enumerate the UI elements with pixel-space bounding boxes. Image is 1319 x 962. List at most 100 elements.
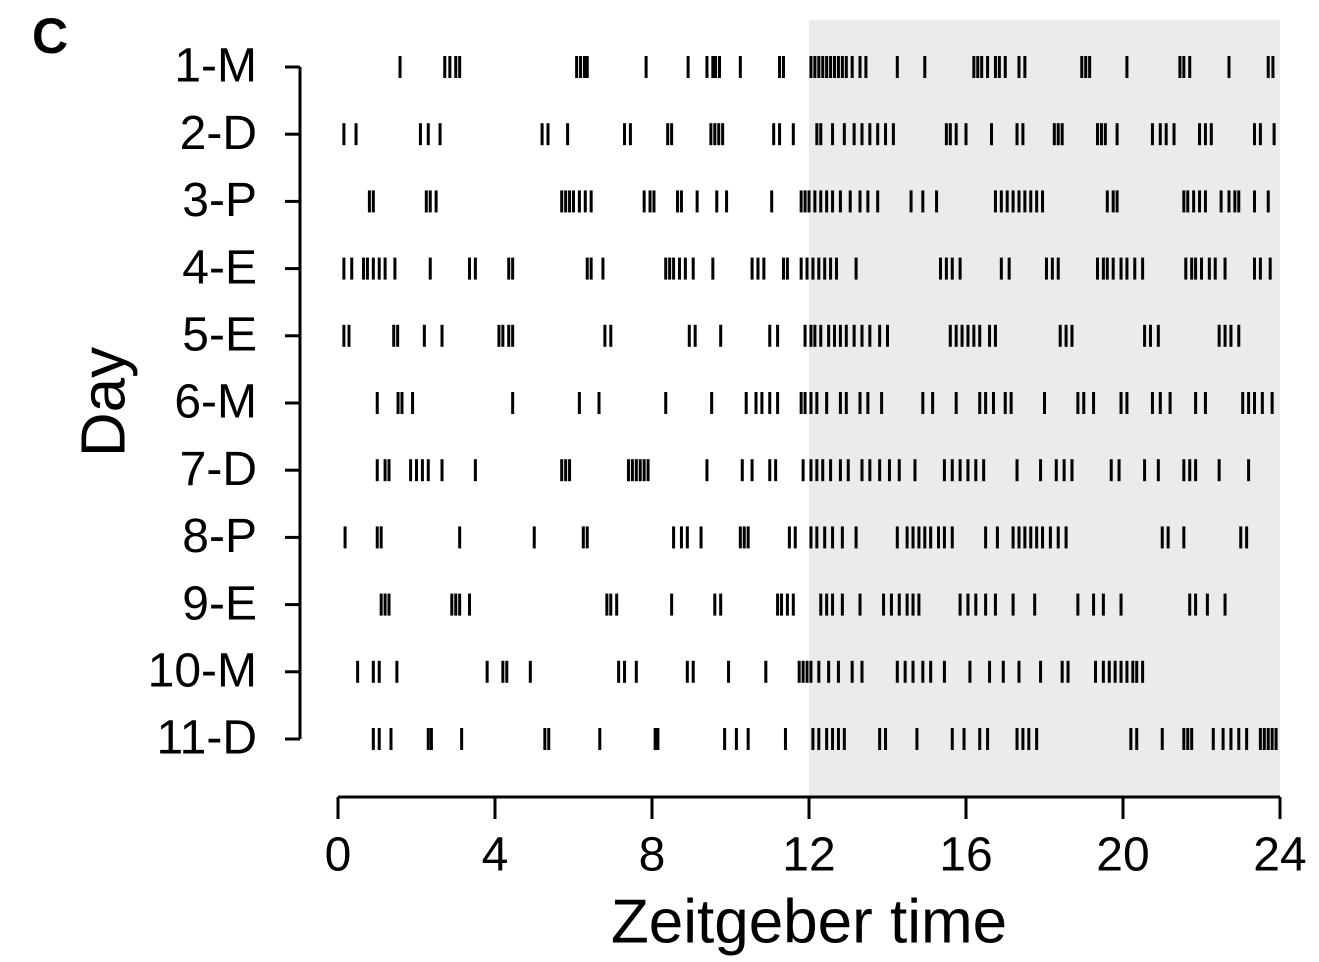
event-tick bbox=[450, 593, 454, 616]
event-tick bbox=[805, 257, 809, 280]
event-tick bbox=[944, 123, 948, 146]
event-tick bbox=[825, 392, 829, 414]
event-tick bbox=[960, 324, 964, 347]
event-tick bbox=[944, 257, 948, 280]
event-tick bbox=[664, 392, 668, 414]
event-tick bbox=[1270, 392, 1274, 414]
event-tick bbox=[1092, 593, 1096, 616]
event-tick bbox=[889, 593, 893, 616]
event-tick bbox=[1270, 728, 1274, 750]
event-tick bbox=[935, 190, 939, 213]
event-tick bbox=[923, 56, 927, 78]
event-tick bbox=[672, 257, 676, 280]
event-tick bbox=[968, 660, 972, 683]
event-tick bbox=[838, 324, 842, 347]
event-tick bbox=[1217, 459, 1221, 482]
event-tick bbox=[409, 459, 413, 482]
event-tick bbox=[577, 392, 581, 414]
event-tick bbox=[656, 728, 660, 750]
event-tick bbox=[895, 660, 899, 683]
event-tick bbox=[966, 324, 970, 347]
event-tick bbox=[917, 593, 921, 616]
event-tick bbox=[460, 728, 464, 750]
event-tick bbox=[1060, 123, 1064, 146]
y-tick-label: 3-P bbox=[182, 174, 257, 227]
event-tick bbox=[511, 392, 515, 414]
event-tick bbox=[1213, 257, 1217, 280]
event-tick bbox=[850, 660, 854, 683]
event-tick bbox=[375, 392, 379, 414]
event-tick bbox=[966, 593, 970, 616]
event-tick bbox=[942, 526, 946, 549]
event-tick bbox=[858, 56, 862, 78]
event-tick bbox=[1119, 660, 1123, 683]
event-tick bbox=[1237, 728, 1241, 750]
event-tick bbox=[718, 56, 722, 78]
event-tick bbox=[911, 526, 915, 549]
event-tick bbox=[842, 728, 846, 750]
event-tick bbox=[738, 526, 742, 549]
event-tick bbox=[781, 257, 785, 280]
event-tick bbox=[819, 593, 823, 616]
event-tick bbox=[823, 526, 827, 549]
event-tick bbox=[1194, 459, 1198, 482]
event-tick bbox=[642, 459, 646, 482]
event-tick bbox=[1023, 56, 1027, 78]
event-tick bbox=[974, 459, 978, 482]
event-tick bbox=[797, 660, 801, 683]
event-tick bbox=[1105, 257, 1109, 280]
event-tick bbox=[679, 526, 683, 549]
event-tick bbox=[819, 190, 823, 213]
event-tick bbox=[575, 56, 579, 78]
event-tick bbox=[754, 392, 758, 414]
event-tick bbox=[1190, 728, 1194, 750]
event-tick bbox=[448, 56, 452, 78]
event-tick bbox=[791, 593, 795, 616]
event-tick bbox=[1060, 660, 1064, 683]
event-tick bbox=[511, 257, 515, 280]
event-tick bbox=[426, 459, 430, 482]
y-tick-label: 8-P bbox=[182, 510, 257, 563]
event-tick bbox=[803, 324, 807, 347]
event-tick bbox=[1056, 257, 1060, 280]
event-tick bbox=[1017, 526, 1021, 549]
event-tick bbox=[377, 257, 381, 280]
event-tick bbox=[677, 257, 681, 280]
event-tick bbox=[866, 392, 870, 414]
event-tick bbox=[778, 123, 782, 146]
event-tick bbox=[1076, 593, 1080, 616]
event-tick bbox=[958, 593, 962, 616]
event-tick bbox=[589, 190, 593, 213]
event-tick bbox=[648, 190, 652, 213]
event-tick bbox=[891, 123, 895, 146]
event-tick bbox=[371, 190, 375, 213]
event-tick bbox=[1168, 392, 1172, 414]
event-tick bbox=[833, 324, 837, 347]
event-tick bbox=[815, 123, 819, 146]
event-tick bbox=[823, 257, 827, 280]
event-tick bbox=[1192, 190, 1196, 213]
event-tick bbox=[547, 728, 551, 750]
event-tick bbox=[727, 660, 731, 683]
event-tick bbox=[383, 459, 387, 482]
event-tick bbox=[644, 56, 648, 78]
event-tick bbox=[686, 56, 690, 78]
event-tick bbox=[1029, 190, 1033, 213]
event-tick bbox=[768, 392, 772, 414]
event-tick bbox=[1111, 190, 1115, 213]
event-tick bbox=[1252, 190, 1256, 213]
event-tick bbox=[1119, 593, 1123, 616]
event-tick bbox=[1219, 190, 1223, 213]
x-axis-label: Zeitgeber time bbox=[611, 887, 1007, 956]
event-tick bbox=[868, 123, 872, 146]
event-tick bbox=[1198, 190, 1202, 213]
event-tick bbox=[829, 257, 833, 280]
event-tick bbox=[467, 593, 471, 616]
event-tick bbox=[1052, 123, 1056, 146]
event-tick bbox=[1125, 257, 1129, 280]
event-tick bbox=[1205, 593, 1209, 616]
event-tick bbox=[1272, 123, 1276, 146]
event-tick bbox=[738, 56, 742, 78]
event-tick bbox=[379, 526, 383, 549]
event-tick bbox=[1092, 392, 1096, 414]
